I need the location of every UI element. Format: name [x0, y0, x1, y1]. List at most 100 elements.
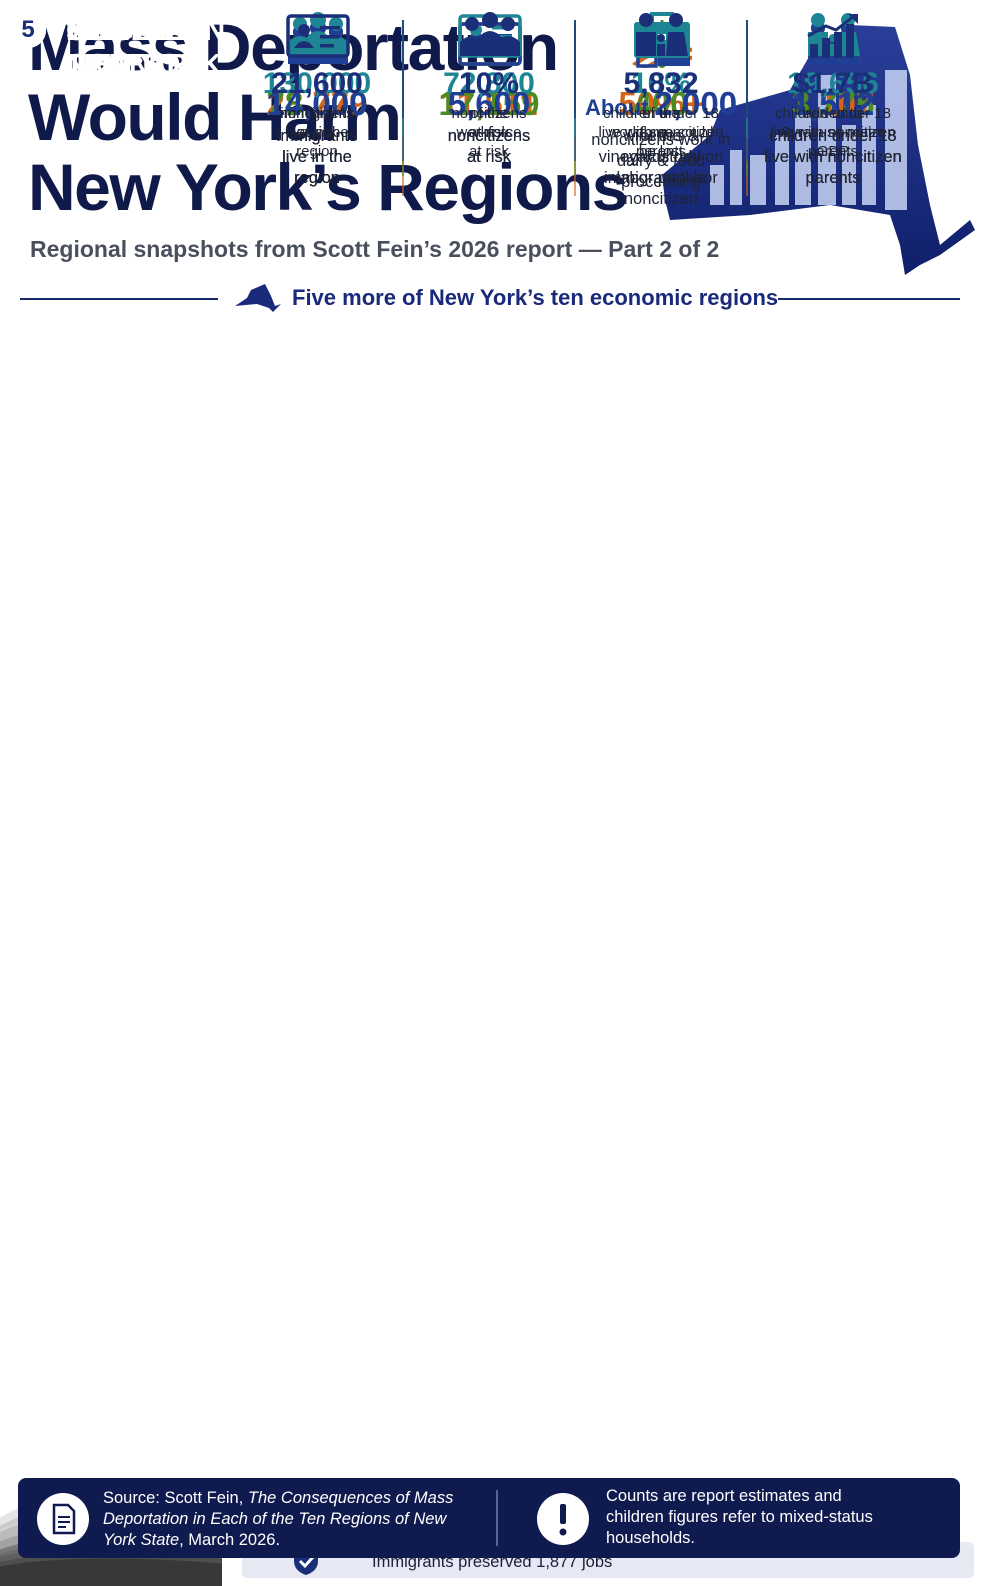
stat: 28,779 immigrants live in the region	[232, 84, 402, 189]
stat: 5,832 children under 18 live with noncitiz…	[576, 66, 746, 161]
stat-value: 17,159	[404, 84, 574, 124]
stat-desc: noncitizens at risk	[404, 126, 574, 168]
stat-desc-line: noncitizen	[623, 190, 699, 208]
stat-value: 5,600	[404, 84, 574, 124]
stat-number: 78,000	[266, 85, 368, 122]
stat-desc-line: children under 18	[769, 127, 897, 145]
stat-desc-line: immigrant labor	[604, 169, 718, 187]
stat-number: 5,832	[623, 67, 699, 100]
stat-desc-line: parents	[807, 143, 859, 160]
stat-desc-line: live with noncitizen	[598, 124, 724, 141]
source: Source: Scott Fein, The Consequences of …	[103, 1488, 483, 1551]
stat-desc-line: children under 18	[769, 127, 897, 145]
stat-desc: of the workforce at risk	[404, 104, 574, 161]
ny-map-illustration	[662, 25, 975, 275]
stat-desc-line: region	[296, 143, 338, 160]
stat-prefix: About	[584, 95, 649, 120]
stat-value: 14,000	[232, 84, 402, 124]
stat: About 2,000 noncitizens work in dairy & foo…	[576, 84, 746, 193]
subtitle: Regional snapshots from Scott Fein’s 202…	[30, 236, 720, 262]
stat-value: 5,832	[576, 66, 746, 102]
stat-desc-line: children under 18	[603, 105, 719, 122]
stat-desc-line: parents	[635, 143, 687, 160]
stat-desc-line: vineyards rely on	[598, 148, 724, 166]
stat-value: 11,511	[404, 84, 574, 124]
region-name-line: TIER	[66, 49, 131, 81]
stat-desc: noncitizens at risk	[232, 104, 402, 142]
stat: 400 wineries & vineyards rely on immigrant …	[576, 84, 746, 189]
stat-desc-line: at risk	[468, 124, 509, 141]
stat-desc-line: immigrants	[276, 127, 358, 145]
region-name-line: FINGER	[66, 15, 173, 47]
stat-desc-line: Syracuse metro	[780, 124, 886, 141]
stat: 17,159 noncitizens at risk	[404, 84, 574, 168]
stat-value: 78,000	[232, 84, 402, 124]
stat: 78,000 immigrants live in the region	[232, 84, 402, 189]
region-card: 5 CENTRAL NEW YORK 21,600 noncitizens at risk…	[0, 12, 992, 1586]
stat: 14,000 immigrants live in the region	[232, 84, 402, 189]
stat-value: About 2,000	[576, 84, 746, 128]
stat-desc-line: workforce could	[608, 124, 714, 141]
stat-desc: immigrants live in the region	[232, 126, 402, 189]
id-icon	[284, 10, 352, 67]
people-icon	[456, 10, 524, 67]
stat-desc: of the agricultural labor pool is noncitize…	[576, 126, 746, 210]
stat-desc: noncitizens at risk	[404, 126, 574, 168]
stat-desc-line: of the	[470, 105, 508, 122]
stat-desc-line: live in the	[282, 148, 352, 166]
stat: 1,512 children under 18 live with noncitiz…	[748, 84, 918, 189]
region-name: FINGER LAKES	[66, 14, 173, 82]
stat-desc-line: live in the	[282, 148, 352, 166]
stat-value: 10%	[404, 66, 574, 102]
source-prefix: Source: Scott Fein,	[103, 1489, 248, 1507]
region-name: NORTH COUNTRY	[66, 14, 205, 82]
stat-desc: noncitizens work in dairy & food processin…	[576, 130, 746, 193]
stat-number: 130,000	[262, 67, 372, 100]
region-name-line: SOUTHERN	[66, 15, 225, 47]
stat-number: 21,600	[271, 67, 363, 100]
stat-desc-line: of the	[640, 127, 682, 145]
stat: 3,775 children under 18 live with noncitiz…	[748, 84, 918, 189]
stat-desc-line: at risk	[466, 148, 511, 166]
region-name: SOUTHERN TIER	[66, 14, 225, 82]
stat-desc-line: children under 18	[769, 127, 897, 145]
stat-desc: children under 18 live with noncitizen par…	[748, 126, 918, 189]
divider	[496, 1490, 498, 1546]
stat: 21,600 noncitizens at risk	[232, 66, 402, 142]
stat-desc-line: parents	[805, 169, 861, 187]
source-title: The Consequences of Mass Deportation in …	[103, 1489, 454, 1549]
stat-desc-line: at risk	[296, 124, 337, 141]
stat-desc-line: at risk	[466, 148, 511, 166]
stat: 10% of the workforce at risk	[404, 66, 574, 161]
stat-value: 50%+	[576, 84, 746, 124]
stat-desc-line: GDP	[816, 143, 850, 160]
stat-desc-line: noncitizens	[447, 127, 531, 145]
stat-desc: noncitizens at risk	[404, 104, 574, 142]
stat-number: 5,600	[447, 85, 531, 122]
stat-desc-line: at risk	[468, 143, 509, 160]
stat-value: 130,000	[232, 66, 402, 102]
alert-icon	[537, 1493, 589, 1545]
stat-desc-line: immigrants	[280, 105, 354, 122]
stat-value: 28,779	[232, 84, 402, 124]
footer-box: Source: Scott Fein, The Consequences of …	[18, 1478, 960, 1558]
stat-desc: noncitizens at risk	[404, 126, 574, 168]
stat-number: 10%	[630, 67, 692, 100]
stat-value: 400	[576, 84, 746, 124]
stat: 10% of the workforce could be lost	[576, 66, 746, 161]
stat-desc-line: live in the	[285, 124, 349, 141]
stat: 19,656 children under 18 live with nonciti…	[748, 66, 918, 161]
stat: 3,107 children under 18 live with noncitiz…	[748, 84, 918, 189]
region-name-line: LAKES	[66, 49, 162, 81]
family-icon	[628, 10, 696, 67]
title-line: Would Harm	[28, 80, 402, 154]
stat-number: 10%	[458, 67, 520, 100]
stat-desc-line: immigrants	[276, 127, 358, 145]
stat-value: 72,800	[404, 66, 574, 102]
stat-number: 1,512	[791, 85, 875, 122]
stat-desc-line: region	[294, 169, 340, 187]
region-name: CENTRAL NEW YORK	[66, 14, 221, 82]
